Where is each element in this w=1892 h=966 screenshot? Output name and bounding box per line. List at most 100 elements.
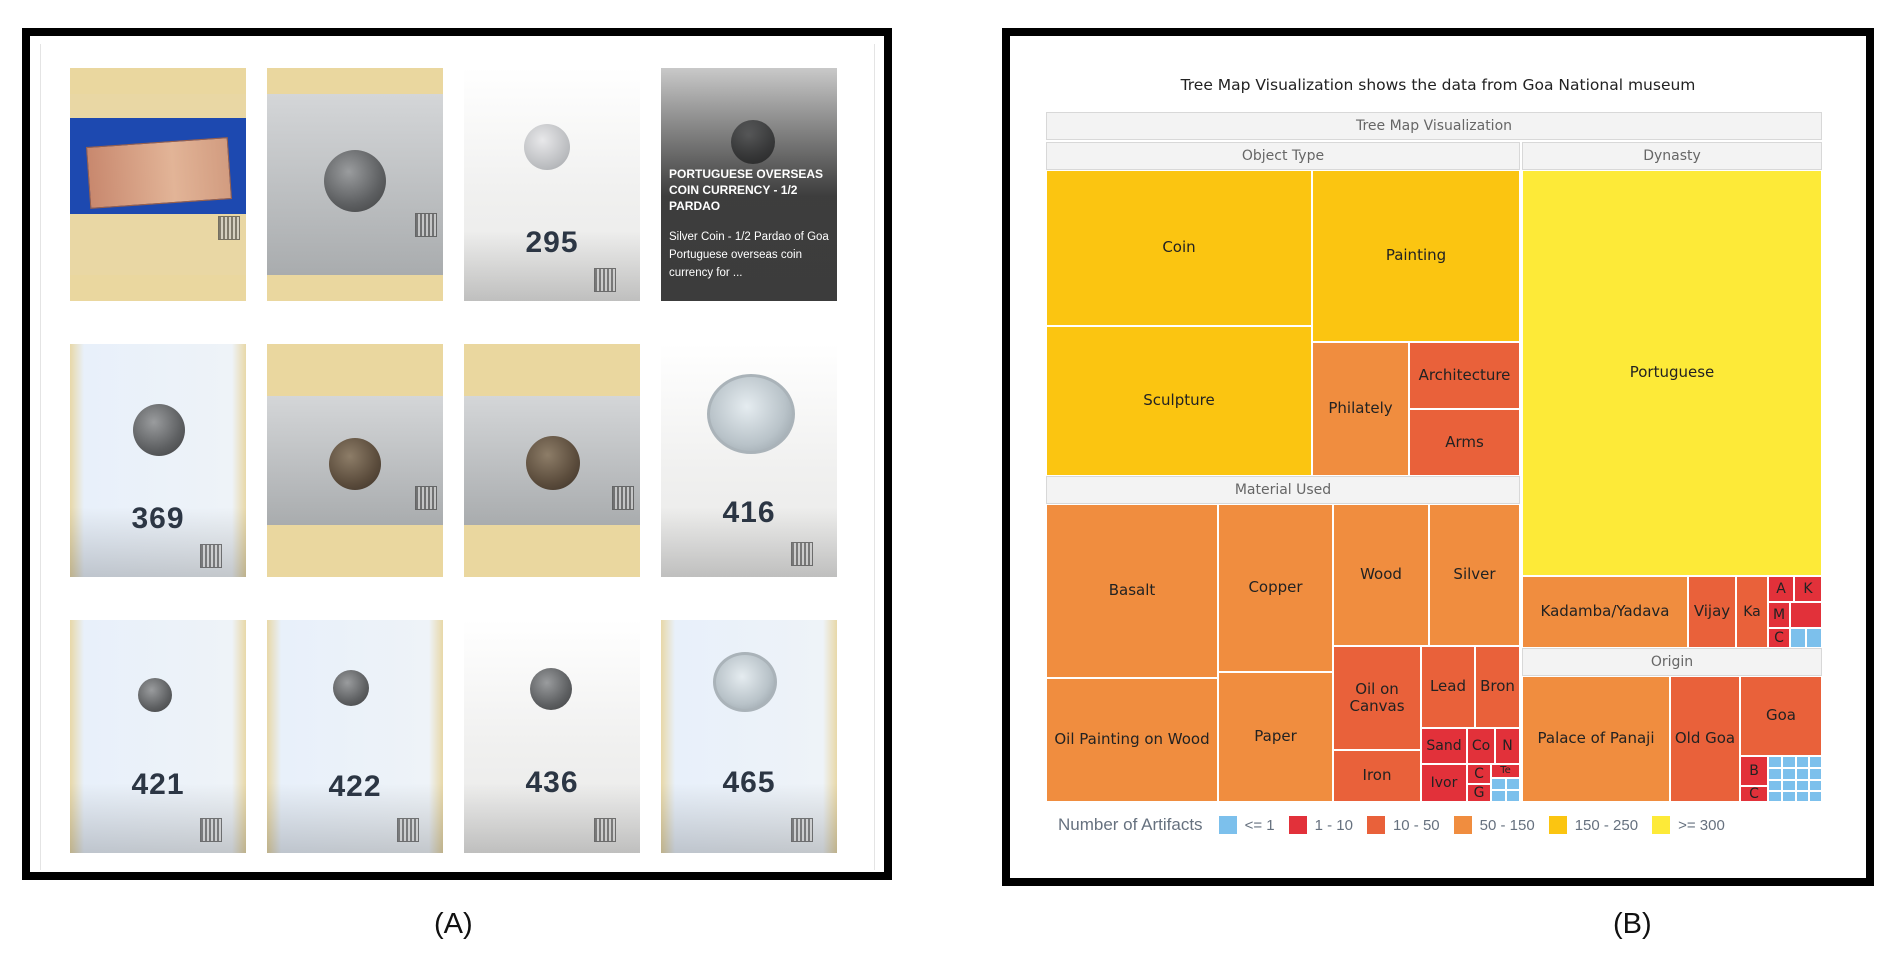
tile-origin-tiny[interactable] (1809, 780, 1822, 791)
tile-origin-tiny[interactable] (1782, 756, 1796, 768)
tile-silver[interactable]: Silver (1429, 504, 1520, 646)
tile-architecture[interactable]: Architecture (1409, 342, 1520, 409)
tile-c-origin[interactable]: C (1740, 786, 1768, 802)
tile-basalt[interactable]: Basalt (1046, 504, 1218, 678)
tile-origin-tiny[interactable] (1796, 756, 1809, 768)
legend-swatch (1453, 816, 1472, 834)
gallery-tile-hovered[interactable]: PORTUGUESE OVERSEAS COIN CURRENCY - 1/2 … (661, 68, 837, 301)
tile-te[interactable]: Te (1491, 764, 1520, 778)
coin-image (324, 150, 386, 212)
gallery-tile-436[interactable]: 436 (464, 620, 640, 853)
tile-origin-tiny[interactable] (1768, 791, 1782, 802)
tile-c-material[interactable]: C (1467, 764, 1491, 784)
tile-iron[interactable]: Iron (1333, 750, 1421, 802)
tile-old-goa[interactable]: Old Goa (1670, 676, 1740, 802)
museum-logo-icon (594, 268, 616, 292)
tile-origin-tiny[interactable] (1809, 791, 1822, 802)
legend-item-10-50[interactable]: 10 - 50 (1366, 816, 1440, 834)
tile-kadamba-yadava[interactable]: Kadamba/Yadava (1522, 576, 1688, 648)
tile-coin[interactable]: Coin (1046, 170, 1312, 326)
tile-dynasty-tiny[interactable] (1790, 628, 1806, 648)
tile-origin-tiny[interactable] (1809, 756, 1822, 768)
tile-paper[interactable]: Paper (1218, 672, 1333, 802)
legend-label: <= 1 (1244, 816, 1275, 834)
tile-b[interactable]: B (1740, 756, 1768, 786)
tile-material-tiny[interactable] (1506, 790, 1520, 802)
legend-item-ge300[interactable]: >= 300 (1652, 816, 1725, 834)
tile-ka[interactable]: Ka (1736, 576, 1768, 648)
tile-wood[interactable]: Wood (1333, 504, 1429, 646)
legend-swatch (1548, 816, 1567, 834)
coin-image (707, 374, 795, 454)
tile-sand[interactable]: Sand (1421, 728, 1467, 764)
legend-label: >= 300 (1678, 816, 1725, 834)
tile-painting[interactable]: Painting (1312, 170, 1520, 342)
accession-number: 422 (328, 770, 382, 803)
legend-item-1-10[interactable]: 1 - 10 (1288, 816, 1353, 834)
tile-n[interactable]: N (1495, 728, 1520, 764)
tile-origin-tiny[interactable] (1796, 791, 1809, 802)
tile-goa[interactable]: Goa (1740, 676, 1822, 756)
tile-ivor[interactable]: Ivor (1421, 764, 1467, 802)
tile-origin-tiny[interactable] (1809, 768, 1822, 780)
tile-origin-tiny[interactable] (1768, 756, 1782, 768)
tile-a[interactable]: A (1768, 576, 1794, 602)
tile-dynasty-tiny[interactable] (1806, 628, 1822, 648)
tile-oil-painting-on-wood[interactable]: Oil Painting on Wood (1046, 678, 1218, 802)
tile-co[interactable]: Co (1467, 728, 1495, 764)
legend-swatch (1652, 816, 1671, 834)
gallery-tile-295[interactable]: 295 (464, 68, 640, 301)
group-header-origin[interactable]: Origin (1522, 648, 1822, 676)
group-header-object-type[interactable]: Object Type (1046, 142, 1520, 170)
tile-oil-on-canvas[interactable]: Oil on Canvas (1333, 646, 1421, 750)
tile-lead[interactable]: Lead (1421, 646, 1475, 728)
legend-item-le1[interactable]: <= 1 (1218, 816, 1275, 834)
legend-item-150-250[interactable]: 150 - 250 (1548, 816, 1638, 834)
tile-philately[interactable]: Philately (1312, 342, 1409, 476)
gallery-frame (40, 44, 875, 870)
tile-vijay[interactable]: Vijay (1688, 576, 1736, 648)
gallery-tile-coin-2[interactable] (267, 344, 443, 577)
treemap-chart: Tree Map Visualization Object Type Dynas… (1046, 112, 1822, 802)
treemap-root-header[interactable]: Tree Map Visualization (1046, 112, 1822, 140)
treemap-heading: Tree Map Visualization shows the data fr… (1180, 76, 1696, 94)
tile-origin-tiny[interactable] (1768, 768, 1782, 780)
tile-g[interactable]: G (1467, 784, 1491, 802)
gallery-tile-banknote[interactable] (70, 68, 246, 301)
tile-origin-tiny[interactable] (1782, 780, 1796, 791)
artifact-title[interactable]: PORTUGUESE OVERSEAS COIN CURRENCY - 1/2 … (669, 167, 824, 213)
tile-k[interactable]: K (1794, 576, 1822, 602)
tile-origin-tiny[interactable] (1782, 768, 1796, 780)
gallery-tile-369[interactable]: 369 (70, 344, 246, 577)
tile-copper[interactable]: Copper (1218, 504, 1333, 672)
tile-origin-tiny[interactable] (1768, 780, 1782, 791)
legend-item-50-150[interactable]: 50 - 150 (1453, 816, 1535, 834)
tile-material-tiny[interactable] (1491, 778, 1506, 790)
tile-bron[interactable]: Bron (1475, 646, 1520, 728)
group-header-dynasty[interactable]: Dynasty (1522, 142, 1822, 170)
tile-arms[interactable]: Arms (1409, 409, 1520, 476)
tile-m[interactable]: M (1768, 602, 1790, 628)
gallery-tile-422[interactable]: 422 (267, 620, 443, 853)
tile-palace-of-panaji[interactable]: Palace of Panaji (1522, 676, 1670, 802)
group-header-material[interactable]: Material Used (1046, 476, 1520, 504)
legend-title: Number of Artifacts (1058, 815, 1203, 834)
tile-origin-tiny[interactable] (1796, 780, 1809, 791)
gallery-tile-416[interactable]: 416 (661, 344, 837, 577)
tile-dynasty-small[interactable] (1790, 602, 1822, 628)
museum-logo-icon (415, 213, 437, 237)
tile-material-tiny[interactable] (1506, 778, 1520, 790)
gallery-tile-465[interactable]: 465 (661, 620, 837, 853)
museum-logo-icon (791, 542, 813, 566)
tile-c[interactable]: C (1768, 628, 1790, 648)
coin-image (138, 678, 172, 712)
tile-origin-tiny[interactable] (1782, 791, 1796, 802)
tile-origin-tiny[interactable] (1796, 768, 1809, 780)
tile-sculpture[interactable]: Sculpture (1046, 326, 1312, 476)
gallery-tile-coin[interactable] (267, 68, 443, 301)
coin-image (133, 404, 185, 456)
tile-material-tiny[interactable] (1491, 790, 1506, 802)
gallery-tile-coin-3[interactable] (464, 344, 640, 577)
gallery-tile-421[interactable]: 421 (70, 620, 246, 853)
tile-portuguese[interactable]: Portuguese (1522, 170, 1822, 576)
